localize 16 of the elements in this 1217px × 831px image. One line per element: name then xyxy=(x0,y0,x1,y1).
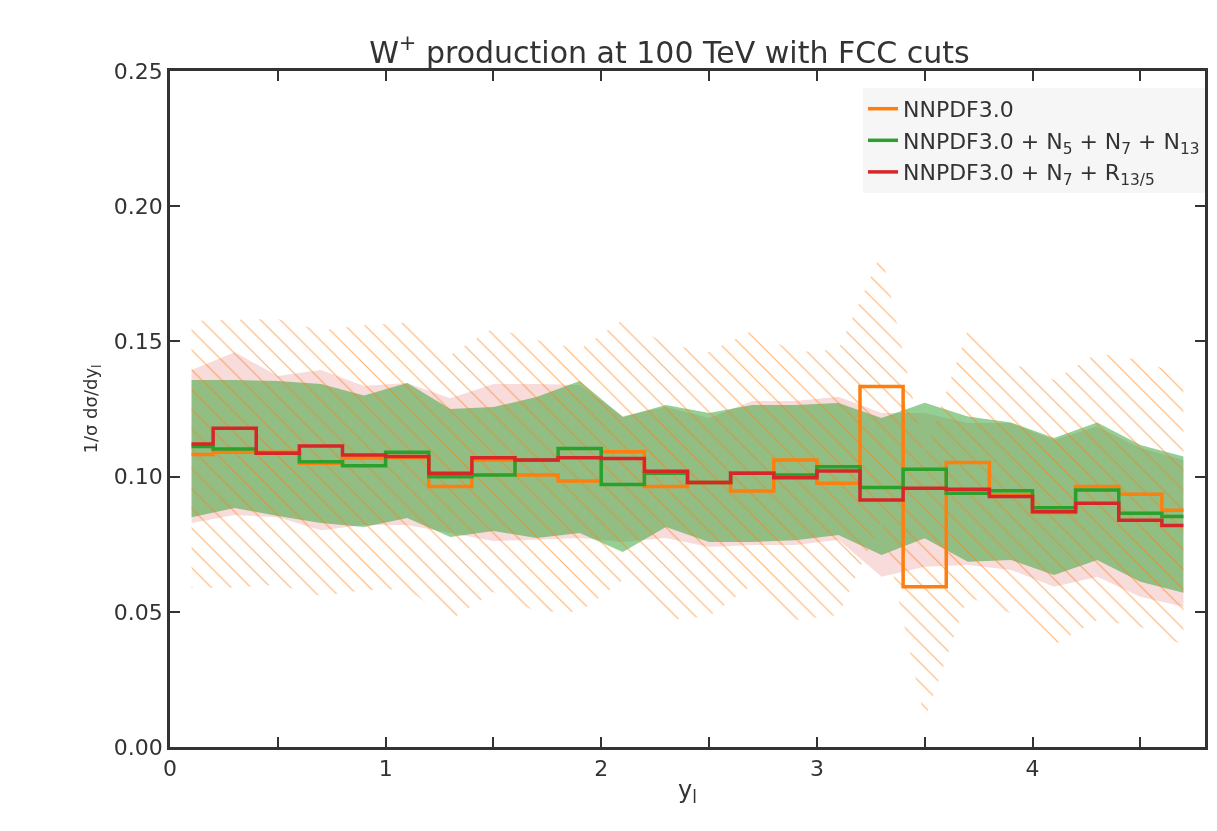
x-tick-label: 2 xyxy=(594,756,609,782)
y-tick-label: 0.15 xyxy=(113,329,163,355)
x-tick-label: 0 xyxy=(163,756,177,782)
y-tick-label: 0.25 xyxy=(113,58,163,84)
legend-label: NNPDF3.0 + N$_{7}$ + R$_{13/5}$ xyxy=(903,160,1155,190)
x-tick-label: 3 xyxy=(809,756,824,782)
chart-title: W$^{+}$ production at 100 TeV with FCC cuts xyxy=(369,30,970,70)
x-tick-label: 1 xyxy=(378,756,393,782)
x-axis-title: y$_{l}$ xyxy=(678,776,697,808)
y-tick-label: 0.10 xyxy=(113,464,163,490)
legend-label: NNPDF3.0 xyxy=(903,97,1014,123)
y-tick-label: 0.05 xyxy=(113,599,163,625)
x-tick-label: 4 xyxy=(1025,756,1040,782)
y-tick-label: 0.00 xyxy=(113,734,163,760)
y-tick-label: 0.20 xyxy=(113,193,163,219)
legend-label: NNPDF3.0 + N$_{5}$ + N$_{7}$ + N$_{13}$ xyxy=(903,128,1200,158)
